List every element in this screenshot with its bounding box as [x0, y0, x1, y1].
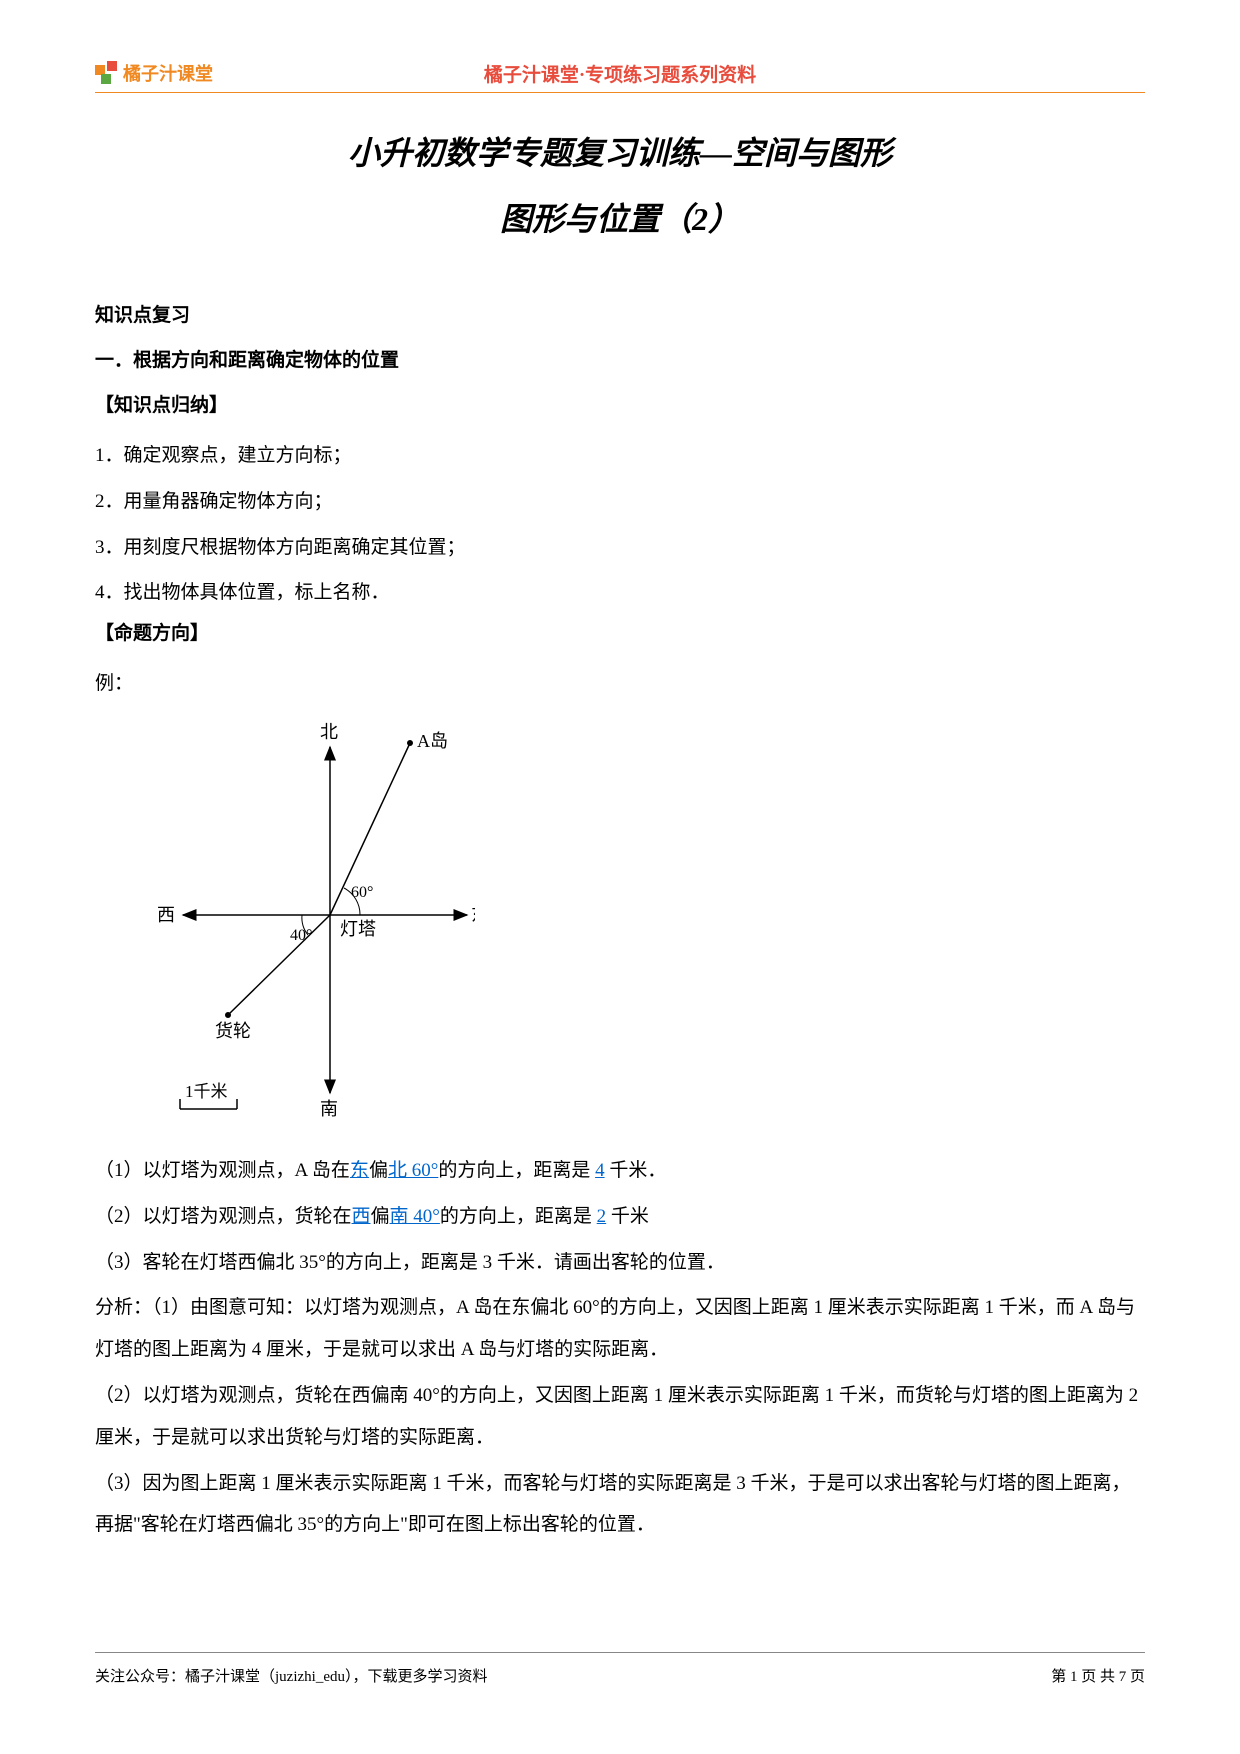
scale-label: 1千米 [185, 1082, 228, 1101]
header-center-title: 橘子汁课堂·专项练习题系列资料 [484, 60, 756, 87]
a-island-label: A岛 [417, 731, 448, 751]
north-label: 北 [320, 722, 338, 742]
angle-60: 60° [351, 884, 373, 901]
east-label: 东 [471, 905, 475, 925]
sub-title: 图形与位置（2） [95, 194, 1145, 240]
west-label: 西 [157, 905, 175, 925]
q2-suffix: 千米 [611, 1206, 649, 1227]
south-label: 南 [320, 1099, 338, 1119]
ship-label: 货轮 [215, 1021, 251, 1041]
footer-left: 关注公众号：橘子汁课堂（juzizhi_edu），下载更多学习资料 [95, 1665, 487, 1686]
example-label: 例： [95, 663, 1145, 705]
q2-answer-1: 西 [352, 1206, 371, 1227]
q1-answer-3: 4 [595, 1160, 605, 1181]
main-title: 小升初数学专题复习训练—空间与图形 [95, 128, 1145, 174]
q1-mid1: 偏 [369, 1160, 388, 1181]
analysis-p2: （2）以灯塔为观测点，货轮在西偏南 40°的方向上，又因图上距离 1 厘米表示实… [95, 1375, 1145, 1459]
logo-text: 橘子汁课堂 [123, 60, 213, 86]
footer-content: 关注公众号：橘子汁课堂（juzizhi_edu），下载更多学习资料 第 1 页 … [95, 1665, 1145, 1686]
q2-mid2: 的方向上，距离是 [440, 1206, 592, 1227]
q1-answer-2: 北 60° [388, 1160, 438, 1181]
q2-answer-3: 2 [597, 1206, 607, 1227]
compass-diagram: 北 南 东 西 A岛 货轮 灯塔 60° 40° 1千米 [95, 715, 475, 1135]
analysis-p1: 分析：（1）由图意可知：以灯塔为观测点，A 岛在东偏北 60°的方向上，又因图上… [95, 1287, 1145, 1371]
knowledge-point-4: 4．找出物体具体位置，标上名称． [95, 572, 1145, 614]
section-one-heading: 一．根据方向和距离确定物体的位置 [95, 345, 1145, 372]
review-heading: 知识点复习 [95, 300, 1145, 327]
question-1: （1）以灯塔为观测点，A 岛在东偏北 60°的方向上，距离是 4 千米． [95, 1150, 1145, 1192]
page-header: 橘子汁课堂 橘子汁课堂·专项练习题系列资料 [95, 60, 1145, 86]
knowledge-point-1: 1．确定观察点，建立方向标； [95, 435, 1145, 477]
knowledge-point-3: 3．用刻度尺根据物体方向距离确定其位置； [95, 527, 1145, 569]
q2-answer-2: 南 40° [390, 1206, 440, 1227]
q1-suffix: 千米． [609, 1160, 666, 1181]
question-2: （2）以灯塔为观测点，货轮在西偏南 40°的方向上，距离是 2 千米 [95, 1196, 1145, 1238]
q1-mid2: 的方向上，距离是 [438, 1160, 590, 1181]
knowledge-heading: 【知识点归纳】 [95, 390, 1145, 417]
question-3: （3）客轮在灯塔西偏北 35°的方向上，距离是 3 千米．请画出客轮的位置． [95, 1242, 1145, 1284]
q1-prefix: （1）以灯塔为观测点，A 岛在 [95, 1160, 350, 1181]
knowledge-point-2: 2．用量角器确定物体方向； [95, 481, 1145, 523]
angle-40: 40° [290, 927, 312, 944]
logo: 橘子汁课堂 [95, 60, 213, 86]
footer-divider [95, 1652, 1145, 1653]
q2-prefix: （2）以灯塔为观测点，货轮在 [95, 1206, 352, 1227]
footer-right: 第 1 页 共 7 页 [1051, 1665, 1145, 1686]
q2-mid1: 偏 [371, 1206, 390, 1227]
header-divider [95, 92, 1145, 93]
direction-heading: 【命题方向】 [95, 618, 1145, 645]
analysis-p3: （3）因为图上距离 1 厘米表示实际距离 1 千米，而客轮与灯塔的实际距离是 3… [95, 1463, 1145, 1547]
logo-icon [95, 61, 119, 85]
page-footer: 关注公众号：橘子汁课堂（juzizhi_edu），下载更多学习资料 第 1 页 … [95, 1652, 1145, 1686]
q1-answer-1: 东 [350, 1160, 369, 1181]
lighthouse-label: 灯塔 [340, 919, 376, 939]
